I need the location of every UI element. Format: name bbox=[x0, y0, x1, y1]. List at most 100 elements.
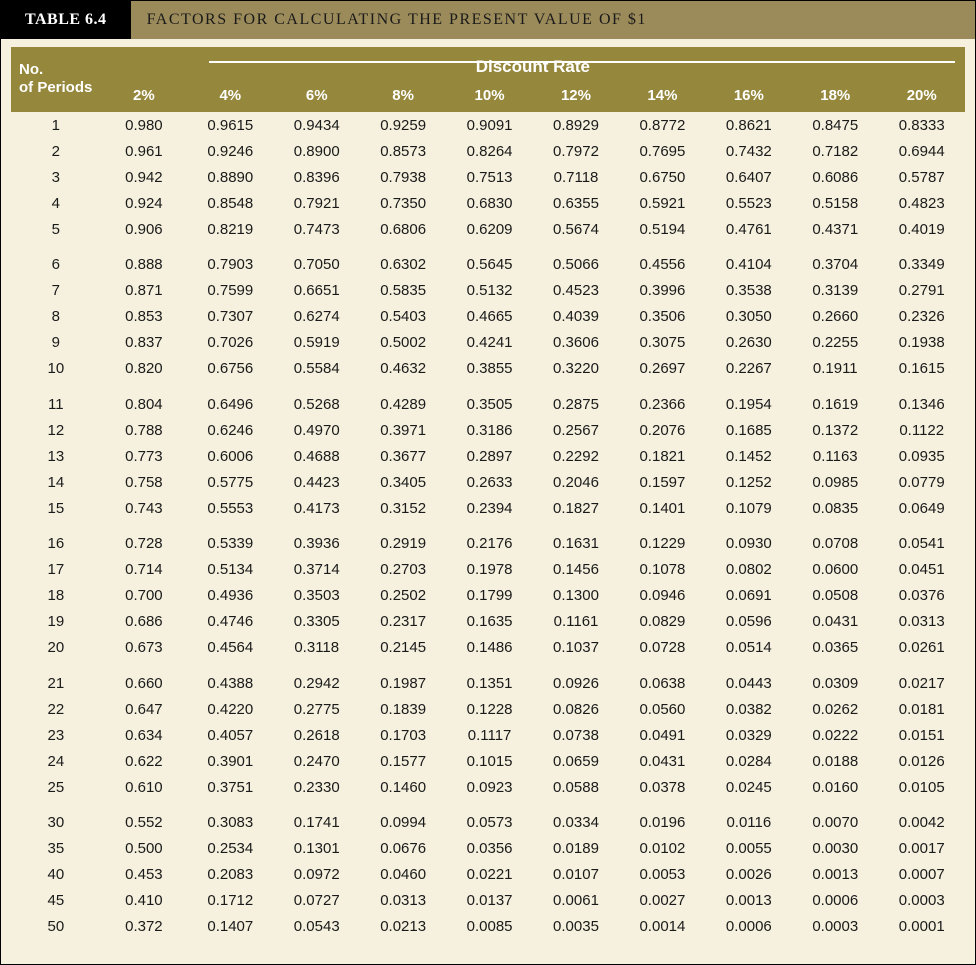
table-row: 130.7730.60060.46880.36770.28970.22920.1… bbox=[11, 443, 965, 469]
column-header: 2% bbox=[101, 81, 187, 112]
value-cell: 0.0107 bbox=[533, 862, 619, 888]
value-cell: 0.0151 bbox=[878, 722, 965, 748]
value-cell: 0.0006 bbox=[792, 888, 878, 914]
value-cell: 0.0926 bbox=[533, 661, 619, 697]
value-cell: 0.6302 bbox=[360, 242, 446, 278]
value-cell: 0.1635 bbox=[446, 609, 532, 635]
value-cell: 0.0030 bbox=[792, 836, 878, 862]
column-header: 14% bbox=[619, 81, 705, 112]
value-cell: 0.924 bbox=[101, 190, 187, 216]
value-cell: 0.1078 bbox=[619, 557, 705, 583]
value-cell: 0.5134 bbox=[187, 557, 273, 583]
value-cell: 0.1252 bbox=[706, 469, 792, 495]
super-header: Discount Rate bbox=[101, 53, 965, 79]
table-row: 140.7580.57750.44230.34050.26330.20460.1… bbox=[11, 469, 965, 495]
value-cell: 0.837 bbox=[101, 330, 187, 356]
value-cell: 0.3971 bbox=[360, 417, 446, 443]
value-cell: 0.3083 bbox=[187, 800, 273, 836]
value-cell: 0.6274 bbox=[274, 304, 360, 330]
table-row: 100.8200.67560.55840.46320.38550.32200.2… bbox=[11, 356, 965, 382]
value-cell: 0.1351 bbox=[446, 661, 532, 697]
value-cell: 0.1407 bbox=[187, 914, 273, 940]
value-cell: 0.6830 bbox=[446, 190, 532, 216]
value-cell: 0.2292 bbox=[533, 443, 619, 469]
value-cell: 0.0262 bbox=[792, 696, 878, 722]
value-cell: 0.2660 bbox=[792, 304, 878, 330]
table-row: 200.6730.45640.31180.21450.14860.10370.0… bbox=[11, 635, 965, 661]
value-cell: 0.2534 bbox=[187, 836, 273, 862]
value-cell: 0.1741 bbox=[274, 800, 360, 836]
value-cell: 0.0102 bbox=[619, 836, 705, 862]
value-cell: 0.0829 bbox=[619, 609, 705, 635]
value-cell: 0.3606 bbox=[533, 330, 619, 356]
period-cell: 35 bbox=[11, 836, 101, 862]
value-cell: 0.6086 bbox=[792, 164, 878, 190]
value-cell: 0.0013 bbox=[792, 862, 878, 888]
value-cell: 0.871 bbox=[101, 278, 187, 304]
value-cell: 0.4564 bbox=[187, 635, 273, 661]
value-cell: 0.0451 bbox=[878, 557, 965, 583]
table-title: FACTORS FOR CALCULATING THE PRESENT VALU… bbox=[131, 1, 975, 39]
value-cell: 0.5835 bbox=[360, 278, 446, 304]
value-cell: 0.4746 bbox=[187, 609, 273, 635]
value-cell: 0.7695 bbox=[619, 138, 705, 164]
value-cell: 0.5523 bbox=[706, 190, 792, 216]
value-cell: 0.3936 bbox=[274, 521, 360, 557]
period-cell: 25 bbox=[11, 774, 101, 800]
value-cell: 0.8264 bbox=[446, 138, 532, 164]
value-cell: 0.5339 bbox=[187, 521, 273, 557]
period-cell: 1 bbox=[11, 112, 101, 138]
value-cell: 0.3704 bbox=[792, 242, 878, 278]
value-cell: 0.4388 bbox=[187, 661, 273, 697]
value-cell: 0.410 bbox=[101, 888, 187, 914]
table-row: 10.9800.96150.94340.92590.90910.89290.87… bbox=[11, 112, 965, 138]
value-cell: 0.0196 bbox=[619, 800, 705, 836]
value-cell: 0.1685 bbox=[706, 417, 792, 443]
value-cell: 0.500 bbox=[101, 836, 187, 862]
value-cell: 0.0728 bbox=[619, 635, 705, 661]
value-cell: 0.1619 bbox=[792, 382, 878, 418]
value-cell: 0.0541 bbox=[878, 521, 965, 557]
value-cell: 0.372 bbox=[101, 914, 187, 940]
value-cell: 0.7026 bbox=[187, 330, 273, 356]
table-row: 90.8370.70260.59190.50020.42410.36060.30… bbox=[11, 330, 965, 356]
value-cell: 0.2897 bbox=[446, 443, 532, 469]
value-cell: 0.0309 bbox=[792, 661, 878, 697]
value-cell: 0.5194 bbox=[619, 216, 705, 242]
value-cell: 0.0217 bbox=[878, 661, 965, 697]
value-cell: 0.2394 bbox=[446, 495, 532, 521]
table-row: 120.7880.62460.49700.39710.31860.25670.2… bbox=[11, 417, 965, 443]
value-cell: 0.0443 bbox=[706, 661, 792, 697]
value-cell: 0.1597 bbox=[619, 469, 705, 495]
period-cell: 17 bbox=[11, 557, 101, 583]
value-cell: 0.6651 bbox=[274, 278, 360, 304]
page-container: TABLE 6.4 FACTORS FOR CALCULATING THE PR… bbox=[0, 0, 976, 965]
value-cell: 0.4970 bbox=[274, 417, 360, 443]
value-cell: 0.0013 bbox=[706, 888, 792, 914]
value-cell: 0.1401 bbox=[619, 495, 705, 521]
value-cell: 0.7903 bbox=[187, 242, 273, 278]
value-cell: 0.1372 bbox=[792, 417, 878, 443]
value-cell: 0.7513 bbox=[446, 164, 532, 190]
value-cell: 0.686 bbox=[101, 609, 187, 635]
value-cell: 0.3505 bbox=[446, 382, 532, 418]
value-cell: 0.3901 bbox=[187, 748, 273, 774]
period-cell: 4 bbox=[11, 190, 101, 216]
value-cell: 0.9259 bbox=[360, 112, 446, 138]
value-cell: 0.4665 bbox=[446, 304, 532, 330]
value-cell: 0.6496 bbox=[187, 382, 273, 418]
value-cell: 0.4688 bbox=[274, 443, 360, 469]
value-cell: 0.5403 bbox=[360, 304, 446, 330]
value-cell: 0.1954 bbox=[706, 382, 792, 418]
value-cell: 0.0126 bbox=[878, 748, 965, 774]
table-body: 10.9800.96150.94340.92590.90910.89290.87… bbox=[11, 112, 965, 940]
value-cell: 0.0560 bbox=[619, 696, 705, 722]
period-cell: 10 bbox=[11, 356, 101, 382]
value-cell: 0.0946 bbox=[619, 583, 705, 609]
value-cell: 0.853 bbox=[101, 304, 187, 330]
table-row: 30.9420.88900.83960.79380.75130.71180.67… bbox=[11, 164, 965, 190]
column-header-row: 2%4%6%8%10%12%14%16%18%20% bbox=[11, 81, 965, 112]
value-cell: 0.0596 bbox=[706, 609, 792, 635]
value-cell: 0.8573 bbox=[360, 138, 446, 164]
value-cell: 0.6944 bbox=[878, 138, 965, 164]
